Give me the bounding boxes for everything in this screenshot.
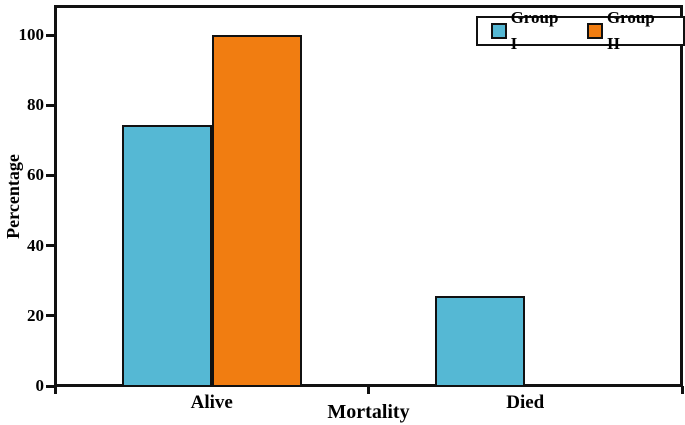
y-tick-label-80: 80 bbox=[27, 95, 44, 115]
y-tick-label-40: 40 bbox=[27, 235, 44, 255]
legend-label-group-i: Group I bbox=[510, 8, 559, 53]
y-tick-mark-0 bbox=[46, 384, 55, 388]
y-tick-mark-40 bbox=[46, 244, 55, 248]
y-axis-label: Percentage bbox=[2, 153, 23, 239]
y-axis-label-wrap: Percentage bbox=[0, 0, 26, 392]
y-tick-label-100: 100 bbox=[18, 25, 45, 44]
x-category-label-died: Died bbox=[506, 392, 545, 413]
y-tick-label-60: 60 bbox=[27, 165, 44, 185]
y-tick-mark-20 bbox=[46, 314, 55, 318]
y-tick-mark-80 bbox=[46, 103, 55, 107]
bar-group-i-alive bbox=[121, 125, 212, 387]
y-tick-label-0: 0 bbox=[35, 376, 45, 395]
bar-group-ii-alive bbox=[211, 35, 302, 387]
bar-group-i-died bbox=[435, 295, 526, 387]
legend-item-group-ii: Group II bbox=[587, 5, 670, 57]
y-tick-mark-60 bbox=[46, 173, 55, 177]
y-tick-label-20: 20 bbox=[27, 305, 44, 325]
x-category-label-alive: Alive bbox=[190, 392, 233, 413]
x-tick-mark-2 bbox=[680, 386, 684, 394]
legend-label-group-ii: Group II bbox=[606, 8, 655, 53]
x-tick-mark-1 bbox=[367, 386, 370, 394]
legend-item-group-i: Group I bbox=[491, 5, 567, 57]
x-tick-mark-0 bbox=[53, 386, 57, 394]
group-i-swatch bbox=[491, 23, 507, 39]
x-axis-label: Mortality bbox=[327, 401, 410, 423]
y-tick-mark-100 bbox=[46, 33, 55, 37]
group-ii-swatch bbox=[587, 23, 603, 39]
legend: Group I Group II bbox=[476, 8, 685, 53]
